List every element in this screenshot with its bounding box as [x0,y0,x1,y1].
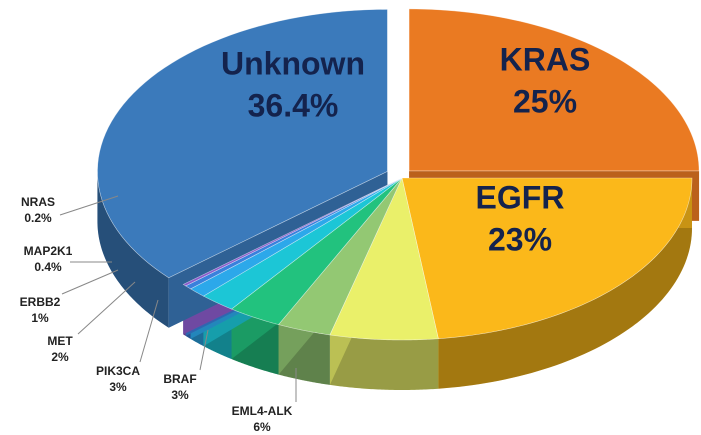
leader-line [139,299,159,363]
slice-label: MET [47,334,73,348]
slice [408,8,700,172]
slice-label: MAP2K1 [24,244,73,258]
slice [329,177,439,341]
leader-line [199,329,209,371]
slice-value-label: 1% [31,311,49,325]
slice-value-label: 3% [171,388,189,402]
slice [189,177,403,297]
slice-value-label: 2% [51,350,69,364]
slice-side-shade [438,178,692,389]
slice-value-label: 6% [253,420,271,434]
slice-side [438,178,692,389]
slice-value-label: 0.2% [24,211,52,225]
slice-value-label: 25% [513,83,577,119]
slice-side-shade [329,334,439,390]
slice-value-label: 0.4% [34,260,62,274]
slice-value-label: 36.4% [248,87,339,123]
slice [230,177,403,325]
slice-label: ERBB2 [20,295,61,309]
leader-line [77,281,136,335]
slice [97,9,388,279]
slice [401,177,693,340]
slice-side-shade [97,171,169,328]
slice-label: KRAS [500,41,591,77]
slice-label: EGFR [476,179,565,215]
slice [277,177,403,336]
leader-line [59,195,119,216]
slice-side [329,334,439,390]
slice-side [97,171,169,328]
slice [185,177,403,290]
slice-label: Unknown [221,45,365,81]
slice-label: BRAF [163,372,196,386]
slice-value-label: 23% [488,221,552,257]
slice-value-label: 3% [109,380,127,394]
leader-line [61,269,119,295]
slice [202,177,403,310]
slice-label: PIK3CA [96,364,140,378]
slice-label: NRAS [21,195,55,209]
slice-label: EML4-ALK [232,404,293,418]
slice [182,177,403,287]
